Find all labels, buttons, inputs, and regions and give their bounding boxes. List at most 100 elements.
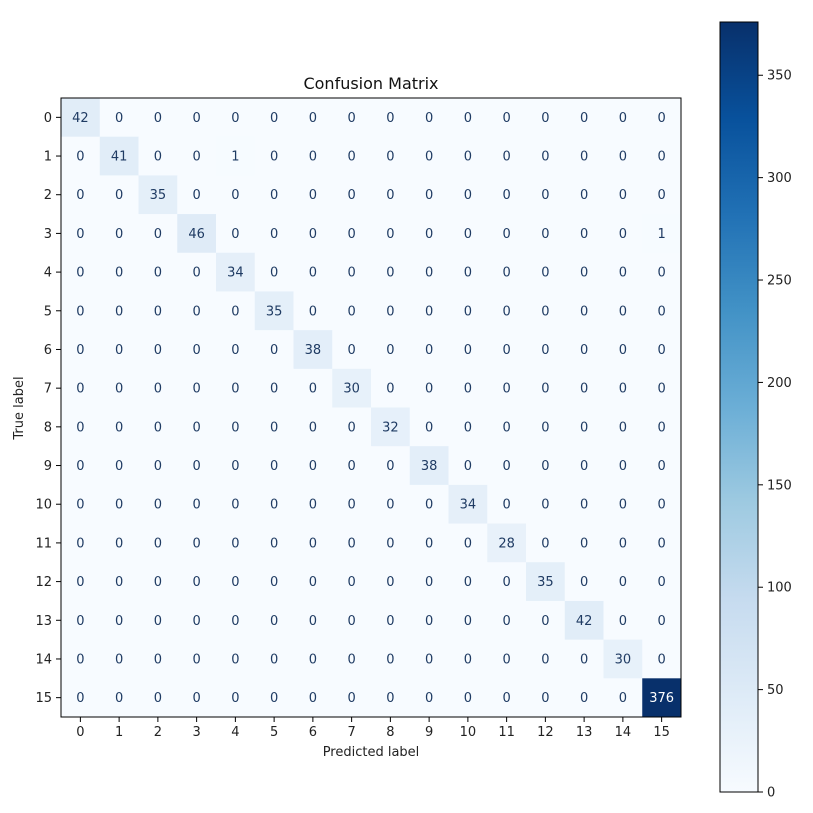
cell-value-label: 0 xyxy=(657,459,665,474)
heatmap-cell xyxy=(332,136,372,176)
heatmap-cell xyxy=(448,600,488,641)
heatmap-cell xyxy=(332,252,372,292)
heatmap-cell xyxy=(61,639,101,679)
heatmap-cell xyxy=(642,175,682,215)
heatmap-cell xyxy=(293,446,333,486)
heatmap-cell xyxy=(448,678,488,718)
heatmap-cell xyxy=(487,98,527,138)
cell-value-label: 0 xyxy=(154,420,162,435)
heatmap-cell xyxy=(254,214,294,254)
cell-value-label: 0 xyxy=(309,227,317,242)
heatmap-cell xyxy=(642,484,682,524)
heatmap-cell xyxy=(564,639,604,679)
cell-value-label: 0 xyxy=(580,382,588,397)
cell-value-label: 0 xyxy=(502,304,510,319)
cell-value-label: 0 xyxy=(502,382,510,397)
heatmap-cell xyxy=(409,562,449,602)
heatmap-cell xyxy=(564,98,604,138)
heatmap-cell xyxy=(371,446,411,486)
heatmap-cell xyxy=(526,330,566,370)
heatmap-cell xyxy=(371,407,411,447)
cell-value-label: 0 xyxy=(541,691,549,706)
cell-value-label: 0 xyxy=(347,304,355,319)
cell-value-label: 0 xyxy=(309,304,317,319)
y-tick-label: 6 xyxy=(44,343,52,358)
heatmap-cell xyxy=(216,562,256,602)
heatmap-cell xyxy=(293,562,333,602)
heatmap-cell xyxy=(409,600,449,641)
heatmap-cell xyxy=(642,407,682,447)
cell-value-label: 0 xyxy=(115,691,123,706)
heatmap-cell xyxy=(564,330,604,370)
colorbar-tick-label: 0 xyxy=(767,786,775,801)
heatmap-cell xyxy=(448,252,488,292)
cell-value-label: 0 xyxy=(619,266,627,281)
heatmap-cell xyxy=(526,252,566,292)
cell-value-label: 35 xyxy=(150,188,167,203)
cell-value-label: 0 xyxy=(464,150,472,165)
heatmap-cell xyxy=(293,214,333,254)
cell-value-label: 0 xyxy=(115,343,123,358)
colorbar-tick-label: 150 xyxy=(767,478,792,493)
heatmap-cell xyxy=(99,600,139,641)
x-tick-label: 6 xyxy=(309,725,317,740)
cell-value-label: 0 xyxy=(115,304,123,319)
colorbar-tick-label: 100 xyxy=(767,581,792,596)
heatmap-cell xyxy=(61,484,101,524)
heatmap-cell xyxy=(603,446,643,486)
cell-value-label: 0 xyxy=(347,420,355,435)
cell-value-label: 0 xyxy=(192,150,200,165)
cell-value-label: 376 xyxy=(649,691,674,706)
cell-value-label: 0 xyxy=(76,536,84,551)
cell-value-label: 0 xyxy=(270,536,278,551)
heatmap-cell xyxy=(216,600,256,641)
cell-value-label: 0 xyxy=(76,227,84,242)
heatmap-cell xyxy=(99,407,139,447)
cell-value-label: 0 xyxy=(464,382,472,397)
heatmap-cell xyxy=(487,639,527,679)
cell-value-label: 0 xyxy=(309,498,317,513)
cell-value-label: 46 xyxy=(188,227,205,242)
heatmap-cell xyxy=(564,678,604,718)
heatmap-cell xyxy=(293,639,333,679)
heatmap-cell xyxy=(216,368,256,408)
cell-value-label: 0 xyxy=(309,111,317,126)
heatmap-cell xyxy=(487,175,527,215)
cell-value-label: 0 xyxy=(657,420,665,435)
colorbar xyxy=(719,21,759,793)
cell-value-label: 38 xyxy=(421,459,438,474)
cell-value-label: 0 xyxy=(464,111,472,126)
colorbar-tick-label: 50 xyxy=(767,683,784,698)
cell-value-label: 0 xyxy=(619,227,627,242)
cell-value-label: 0 xyxy=(231,188,239,203)
cell-value-label: 0 xyxy=(154,382,162,397)
cell-value-label: 0 xyxy=(502,575,510,590)
cell-value-label: 0 xyxy=(464,304,472,319)
cell-value-label: 0 xyxy=(502,652,510,667)
heatmap-cell xyxy=(61,136,101,176)
heatmap-cell xyxy=(332,330,372,370)
cell-value-label: 0 xyxy=(270,652,278,667)
cell-value-label: 0 xyxy=(154,575,162,590)
heatmap-cell xyxy=(526,484,566,524)
cell-value-label: 0 xyxy=(270,150,278,165)
heatmap-cell xyxy=(409,523,449,563)
x-tick-label: 10 xyxy=(460,725,477,740)
heatmap-cell xyxy=(487,600,527,641)
cell-value-label: 0 xyxy=(270,614,278,629)
heatmap-cell xyxy=(254,600,294,641)
cell-value-label: 0 xyxy=(154,266,162,281)
heatmap-cell xyxy=(254,446,294,486)
chart-title: Confusion Matrix xyxy=(303,74,438,93)
cell-value-label: 0 xyxy=(541,614,549,629)
heatmap-cell xyxy=(332,484,372,524)
x-tick-label: 3 xyxy=(192,725,200,740)
heatmap-cell xyxy=(99,330,139,370)
heatmap-cell xyxy=(603,136,643,176)
heatmap-cell xyxy=(332,98,372,138)
heatmap-cell xyxy=(99,446,139,486)
cell-value-label: 0 xyxy=(309,150,317,165)
cell-value-label: 0 xyxy=(192,343,200,358)
cell-value-label: 0 xyxy=(192,691,200,706)
